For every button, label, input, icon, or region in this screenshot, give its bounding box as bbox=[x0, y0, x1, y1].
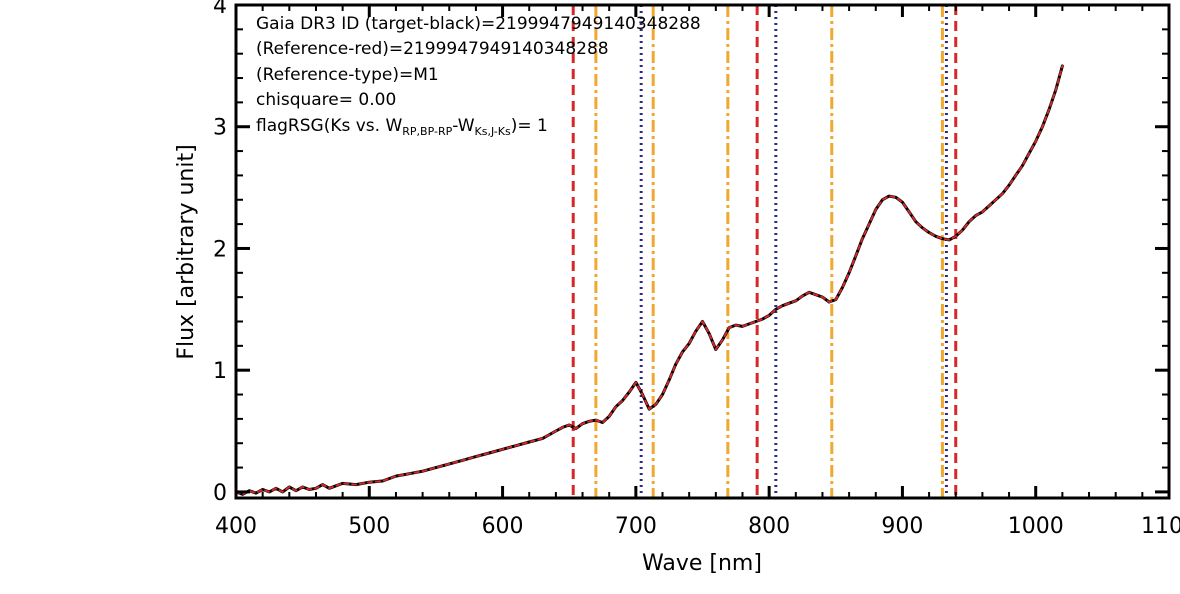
flag-rsg-prefix: flagRSG(Ks vs. W bbox=[256, 116, 402, 136]
flag-rsg-subscript-1: RP,BP-RP bbox=[402, 125, 452, 138]
flag-rsg-suffix: )= 1 bbox=[511, 116, 548, 136]
plot-frame bbox=[234, 3, 1171, 500]
x-tick-label: 900 bbox=[881, 514, 923, 539]
x-tick-label: 800 bbox=[748, 514, 790, 539]
series-layer bbox=[236, 64, 1064, 496]
x-tick-label: 600 bbox=[482, 514, 524, 539]
annotation-block: Gaia DR3 ID (target-black)=2199947949140… bbox=[256, 14, 701, 138]
annotation-reference-type: (Reference-type)=M1 bbox=[256, 65, 439, 85]
annotation-reference-red: (Reference-red)=2199947949140348288 bbox=[256, 39, 609, 59]
x-tick-label: 400 bbox=[215, 514, 257, 539]
y-tick-label: 2 bbox=[213, 237, 227, 262]
x-axis-label: Wave [nm] bbox=[642, 551, 762, 576]
y-axis-label: Flux [arbitrary unit] bbox=[174, 144, 199, 359]
y-tick-label: 1 bbox=[213, 359, 227, 384]
y-tick-label: 4 bbox=[213, 0, 227, 19]
reference-spectrum-line bbox=[236, 64, 1064, 496]
x-tick-label: 500 bbox=[348, 514, 390, 539]
annotation-flag-rsg: flagRSG(Ks vs. WRP,BP-RP-WKs,J-Ks)= 1 bbox=[256, 116, 548, 138]
annotation-gaia-id: Gaia DR3 ID (target-black)=2199947949140… bbox=[256, 14, 701, 34]
flag-rsg-middle: -W bbox=[452, 116, 474, 136]
x-tick-label: 1000 bbox=[1008, 514, 1064, 539]
ticks-layer bbox=[234, 3, 1171, 498]
flag-rsg-subscript-2: Ks,J-Ks bbox=[475, 125, 511, 138]
annotation-chisquare: chisquare= 0.00 bbox=[256, 90, 396, 110]
y-tick-label: 0 bbox=[213, 481, 227, 506]
y-tick-label: 3 bbox=[213, 116, 227, 141]
x-tick-label: 700 bbox=[615, 514, 657, 539]
reference-lines-layer bbox=[571, 5, 958, 498]
